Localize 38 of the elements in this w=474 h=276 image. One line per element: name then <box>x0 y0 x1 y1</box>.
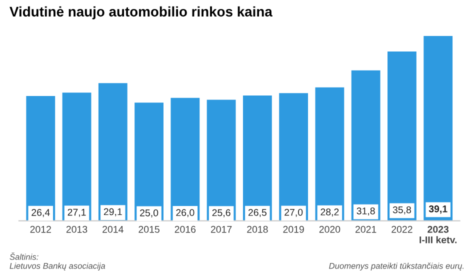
x-tick-label: 2022 <box>392 226 412 233</box>
bar <box>242 95 272 221</box>
data-label: 27,1 <box>68 208 86 217</box>
bar <box>351 70 380 221</box>
x-tick-label: 2013 <box>66 226 88 233</box>
bar <box>26 96 56 221</box>
x-tick-label: 2020 <box>319 226 340 233</box>
data-label: 29,1 <box>104 208 122 216</box>
bar <box>206 100 236 221</box>
chart-title: Vidutinė naujo automobilio rinkos kaina <box>10 6 272 20</box>
text: Duomenys pateikti tūkstančiais eurų. <box>329 262 464 270</box>
bar <box>388 51 416 221</box>
data-label: 26,4 <box>32 209 50 218</box>
x-tick-label: 2012 <box>30 226 51 233</box>
bar <box>98 83 128 221</box>
text: Šaltinis: Lietuvos Bankų asociacija <box>10 252 106 270</box>
data-label: 31,8 <box>356 208 375 216</box>
x-tick-label: 2016 <box>174 226 196 233</box>
bar <box>315 87 344 221</box>
data-label: 25,0 <box>140 209 158 218</box>
x-tick-label: 2014 <box>102 226 124 233</box>
bar <box>134 102 164 221</box>
data-label: 39,1 <box>428 205 448 214</box>
data-label: 28,2 <box>320 208 339 217</box>
bar <box>279 93 308 221</box>
data-label: 26,5 <box>248 209 266 218</box>
x-tick-label: 2023 I-III ketv. <box>420 226 457 244</box>
x-tick-label: 2015 <box>138 226 160 233</box>
x-tick-label: 2021 <box>356 226 376 233</box>
bar <box>424 36 453 221</box>
data-label: 35,8 <box>392 206 412 214</box>
data-label: 25,6 <box>212 209 230 218</box>
x-tick-label: 2017 <box>210 226 232 233</box>
x-tick-label: 2019 <box>283 226 304 233</box>
x-tick-label: 2018 <box>247 226 268 233</box>
data-label: 26,0 <box>176 209 194 218</box>
data-label: 27,0 <box>284 208 303 217</box>
bar <box>170 98 200 221</box>
